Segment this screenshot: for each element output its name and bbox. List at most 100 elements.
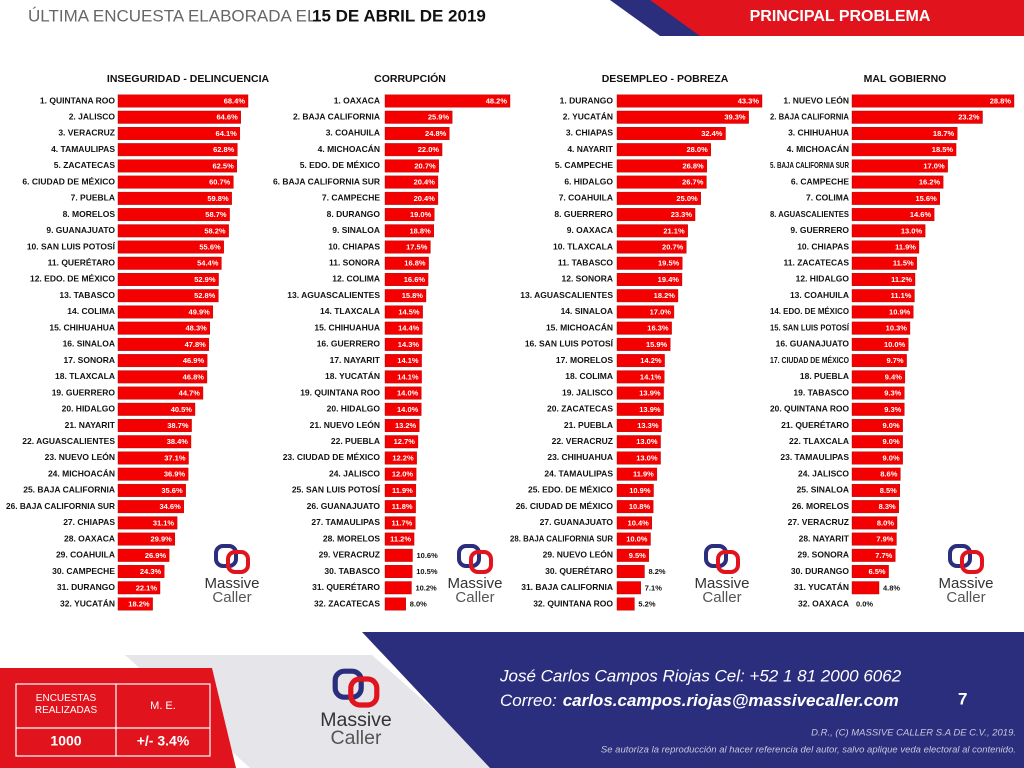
value-label: 25.0%: [676, 194, 698, 203]
category-label: 22. VERACRUZ: [552, 436, 613, 446]
bar: [851, 273, 916, 286]
bar: [384, 159, 439, 173]
bar: [117, 256, 222, 270]
category-label: 32. ZACATECAS: [314, 598, 380, 608]
bar: [384, 548, 413, 562]
value-label: 9.3%: [884, 389, 901, 398]
bar: [117, 532, 176, 546]
logo-text: Caller: [212, 589, 251, 606]
bar: [851, 419, 903, 432]
category-label: 28. OAXACA: [64, 533, 115, 543]
value-label: 58.7%: [205, 210, 227, 219]
value-label: 10.4%: [628, 518, 650, 527]
bar: [851, 337, 909, 351]
category-label: 29. VERACRUZ: [319, 550, 380, 560]
bar: [384, 110, 453, 124]
category-label: 15. MICHOACÁN: [546, 322, 613, 332]
logo-text: Massive: [938, 575, 993, 592]
bar: [851, 143, 957, 157]
bar: [851, 354, 907, 368]
value-label: 4.8%: [883, 583, 900, 592]
value-label: 62.5%: [213, 161, 235, 170]
category-label: 32. YUCATÁN: [60, 598, 115, 608]
bar: [851, 159, 948, 173]
category-label: 20. HIDALGO: [327, 404, 381, 414]
category-label: 4. TAMAULIPAS: [51, 144, 115, 154]
value-label: 7.9%: [876, 535, 893, 544]
category-label: 32. QUINTANA ROO: [533, 598, 613, 608]
bar: [616, 208, 696, 222]
value-label: 54.4%: [197, 259, 219, 268]
category-label: 1. QUINTANA ROO: [40, 95, 115, 105]
header-date: 15 DE ABRIL DE 2019: [312, 6, 486, 25]
value-label: 37.1%: [164, 453, 186, 462]
bar: [851, 94, 1015, 108]
bar: [384, 305, 423, 319]
bar: [616, 370, 665, 384]
bar: [616, 565, 645, 578]
bar: [117, 110, 241, 124]
category-label: 6. CIUDAD DE MÉXICO: [22, 176, 115, 186]
value-label: 14.0%: [397, 405, 419, 414]
value-label: 13.2%: [395, 421, 417, 430]
bar: [616, 305, 675, 319]
logo-icon: [348, 676, 380, 708]
bar: [616, 256, 683, 270]
bar: [117, 597, 153, 611]
bar: [851, 483, 901, 497]
category-label: 19. TABASCO: [793, 387, 849, 397]
bar: [117, 419, 192, 432]
bar: [851, 532, 897, 546]
bar: [117, 435, 192, 449]
bar: [117, 321, 210, 335]
bar: [616, 516, 653, 530]
value-label: 28.0%: [686, 145, 708, 154]
bar: [117, 127, 241, 140]
bar: [384, 435, 419, 449]
category-label: 8. MORELOS: [63, 209, 116, 219]
category-label: 25. SAN LUIS POTOSÍ: [292, 485, 381, 495]
bar: [117, 467, 189, 481]
value-label: 5.2%: [638, 599, 655, 608]
category-label: 3. VERACRUZ: [58, 128, 115, 138]
value-label: 60.7%: [209, 178, 231, 187]
category-label: 32. OAXACA: [798, 598, 849, 608]
bar: [384, 208, 435, 222]
bar: [384, 321, 423, 335]
bar: [117, 565, 165, 578]
category-label: 20. HIDALGO: [62, 404, 116, 414]
value-label: 64.1%: [216, 129, 238, 138]
bar: [851, 500, 899, 514]
category-label: 7. COLIMA: [806, 193, 849, 203]
summary-table: [15, 683, 211, 757]
category-label: 11. QUERÉTARO: [48, 258, 116, 268]
category-label: 6. HIDALGO: [564, 176, 613, 186]
bar: [117, 208, 230, 222]
value-label: 59.8%: [207, 194, 229, 203]
bar: [384, 354, 422, 368]
value-label: 14.1%: [397, 372, 419, 381]
bar: [616, 548, 650, 562]
value-label: 11.5%: [893, 259, 914, 268]
value-label: 10.2%: [415, 583, 437, 592]
bar: [616, 94, 763, 108]
bar: [117, 500, 184, 514]
bar: [851, 256, 917, 270]
header-section: PRINCIPAL PROBLEMA: [750, 8, 931, 25]
category-label: 9. SINALOA: [332, 225, 380, 235]
value-label: 26.7%: [682, 178, 704, 187]
category-label: 27. VERACRUZ: [788, 517, 849, 527]
bar: [384, 143, 443, 157]
category-label: 4. NAYARIT: [567, 144, 613, 154]
mail-address[interactable]: carlos.campos.riojas@massivecaller.com: [563, 691, 899, 710]
bar: [384, 419, 420, 432]
value-label: 26.8%: [682, 161, 704, 170]
category-label: 23. CIUDAD DE MÉXICO: [283, 452, 381, 462]
category-label: 9. GUANAJUATO: [46, 225, 115, 235]
bar: [851, 516, 898, 530]
category-label: 1. NUEVO LEÓN: [783, 94, 849, 105]
value-label: 17.0%: [650, 307, 672, 316]
category-label: 26. MORELOS: [792, 501, 849, 511]
bar: [616, 143, 711, 157]
value-label: 12.7%: [394, 437, 416, 446]
